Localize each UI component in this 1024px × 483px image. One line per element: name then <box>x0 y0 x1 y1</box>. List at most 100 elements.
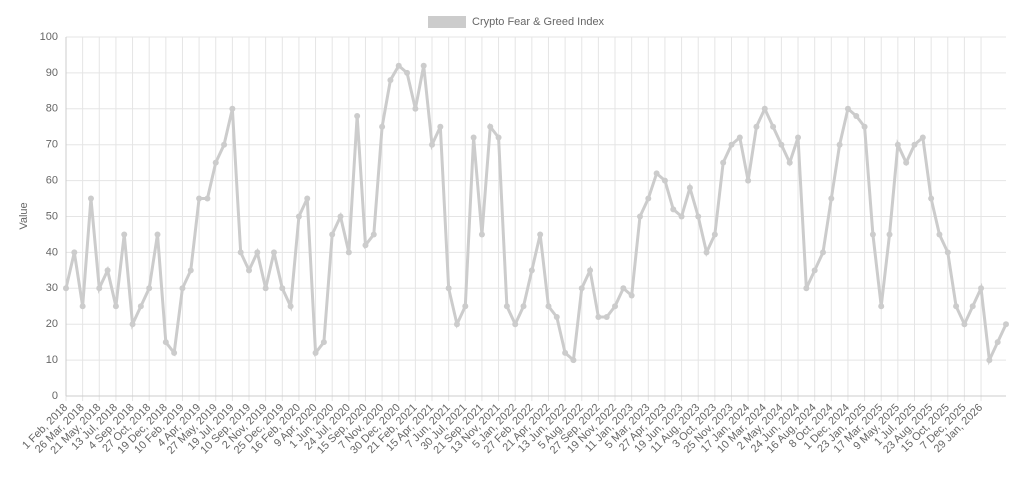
data-point <box>512 321 519 328</box>
data-point <box>445 285 452 292</box>
y-tick-label: 40 <box>46 246 58 258</box>
data-point <box>370 231 377 238</box>
data-point <box>362 242 369 249</box>
data-point <box>279 285 286 292</box>
data-point <box>661 177 668 184</box>
data-point <box>628 292 635 299</box>
data-point <box>503 303 510 310</box>
data-point <box>919 134 926 141</box>
data-point <box>819 249 826 256</box>
data-point <box>412 105 419 112</box>
data-point <box>695 213 702 220</box>
data-point <box>911 141 918 148</box>
data-point <box>770 123 777 130</box>
data-point <box>836 141 843 148</box>
data-point <box>828 195 835 202</box>
data-point <box>553 314 560 321</box>
data-point <box>961 321 968 328</box>
data-point <box>462 303 469 310</box>
data-point <box>212 159 219 166</box>
data-point <box>63 285 69 292</box>
data-point <box>121 231 128 238</box>
data-point <box>986 357 993 364</box>
data-point <box>853 112 860 119</box>
data-point <box>528 267 535 274</box>
data-point <box>387 77 394 84</box>
data-point <box>903 159 910 166</box>
data-point <box>87 195 94 202</box>
data-point <box>495 134 502 141</box>
data-point <box>262 285 269 292</box>
data-point <box>287 303 294 310</box>
data-point <box>79 303 86 310</box>
data-point <box>811 267 818 274</box>
data-point <box>578 285 585 292</box>
data-point <box>761 105 768 112</box>
y-tick-label: 10 <box>46 354 58 366</box>
data-point <box>620 285 627 292</box>
data-point <box>487 123 494 130</box>
data-point <box>545 303 552 310</box>
data-point <box>703 249 710 256</box>
y-tick-label: 50 <box>46 210 58 222</box>
data-point <box>944 249 951 256</box>
data-point <box>337 213 344 220</box>
data-point <box>720 159 727 166</box>
data-point <box>936 231 943 238</box>
data-point <box>928 195 935 202</box>
data-point <box>429 141 436 148</box>
data-point <box>137 303 144 310</box>
data-point <box>129 321 136 328</box>
data-point <box>379 123 386 130</box>
y-tick-label: 100 <box>40 31 58 43</box>
data-point <box>803 285 810 292</box>
data-point <box>645 195 652 202</box>
data-point <box>146 285 153 292</box>
data-point <box>420 62 427 69</box>
data-point <box>587 267 594 274</box>
data-point <box>745 177 752 184</box>
data-point <box>478 231 485 238</box>
data-point <box>312 349 319 356</box>
data-point <box>154 231 161 238</box>
data-point <box>304 195 311 202</box>
data-point <box>953 303 960 310</box>
data-point <box>1003 321 1009 328</box>
data-point <box>886 231 893 238</box>
data-point <box>778 141 785 148</box>
y-tick-label: 0 <box>52 390 58 402</box>
data-point <box>71 249 78 256</box>
data-point <box>329 231 336 238</box>
data-point <box>453 321 460 328</box>
data-point <box>844 105 851 112</box>
data-point <box>221 141 228 148</box>
legend-swatch <box>428 16 466 28</box>
data-point <box>354 112 361 119</box>
data-point <box>595 314 602 321</box>
data-point <box>537 231 544 238</box>
data-point <box>678 213 685 220</box>
data-point <box>187 267 194 274</box>
data-point <box>994 339 1001 346</box>
data-point <box>861 123 868 130</box>
data-point <box>229 105 236 112</box>
data-point <box>470 134 477 141</box>
data-point <box>711 231 718 238</box>
data-point <box>112 303 119 310</box>
legend-label: Crypto Fear & Greed Index <box>472 16 605 28</box>
data-point <box>869 231 876 238</box>
data-point <box>562 349 569 356</box>
data-point <box>395 62 402 69</box>
data-point <box>96 285 103 292</box>
data-point <box>162 339 169 346</box>
data-point <box>104 267 111 274</box>
data-point <box>728 141 735 148</box>
data-point <box>736 134 743 141</box>
data-point <box>171 349 178 356</box>
y-tick-label: 20 <box>46 318 58 330</box>
y-tick-label: 80 <box>46 103 58 115</box>
data-point <box>686 184 693 191</box>
data-point <box>270 249 277 256</box>
